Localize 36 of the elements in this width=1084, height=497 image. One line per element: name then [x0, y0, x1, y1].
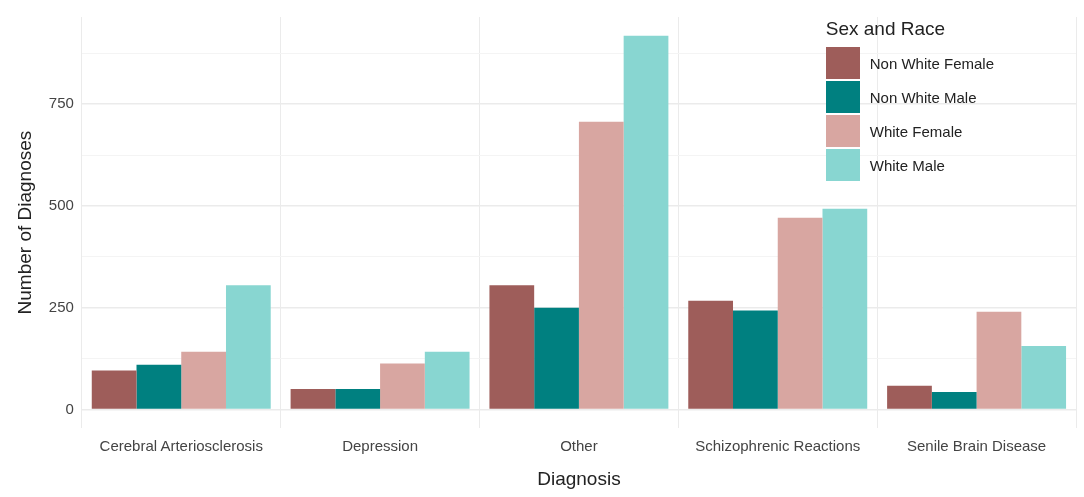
legend-label: White Male	[869, 156, 945, 174]
legend-title: Sex and Race	[825, 18, 947, 40]
x-tick-label: Depression	[342, 437, 419, 455]
bar	[688, 300, 734, 409]
x-tick-label: Senile Brain Disease	[906, 437, 1047, 455]
bar	[976, 311, 1022, 409]
bar	[931, 391, 977, 409]
x-tick-label: Cerebral Arteriosclerosis	[99, 437, 263, 455]
bar	[623, 35, 669, 409]
bar	[578, 121, 624, 409]
x-axis-title: Diagnosis	[537, 467, 621, 489]
bar	[225, 285, 271, 409]
x-tick-label: Schizophrenic Reactions	[695, 437, 861, 455]
bar	[424, 351, 470, 409]
bar	[181, 351, 226, 409]
legend-label: Non White Female	[869, 54, 994, 72]
bar	[290, 389, 336, 409]
bar	[822, 208, 868, 409]
bar	[489, 285, 535, 409]
x-tick-label: Other	[560, 437, 598, 455]
bar	[1021, 345, 1067, 409]
bar	[335, 389, 381, 409]
bar	[91, 370, 137, 409]
bar	[777, 217, 823, 409]
y-tick-label: 0	[65, 399, 74, 417]
bar	[380, 363, 425, 409]
bar	[733, 310, 778, 409]
y-tick-label: 250	[48, 297, 74, 315]
bar	[136, 364, 182, 409]
y-tick-label: 750	[48, 94, 74, 112]
y-tick-label: 500	[48, 196, 74, 214]
legend-label: Non White Male	[869, 88, 977, 106]
legend-label: White Female	[869, 122, 963, 140]
bar	[534, 307, 579, 409]
y-axis-title: Number of Diagnoses	[13, 130, 35, 315]
bar	[887, 385, 932, 409]
